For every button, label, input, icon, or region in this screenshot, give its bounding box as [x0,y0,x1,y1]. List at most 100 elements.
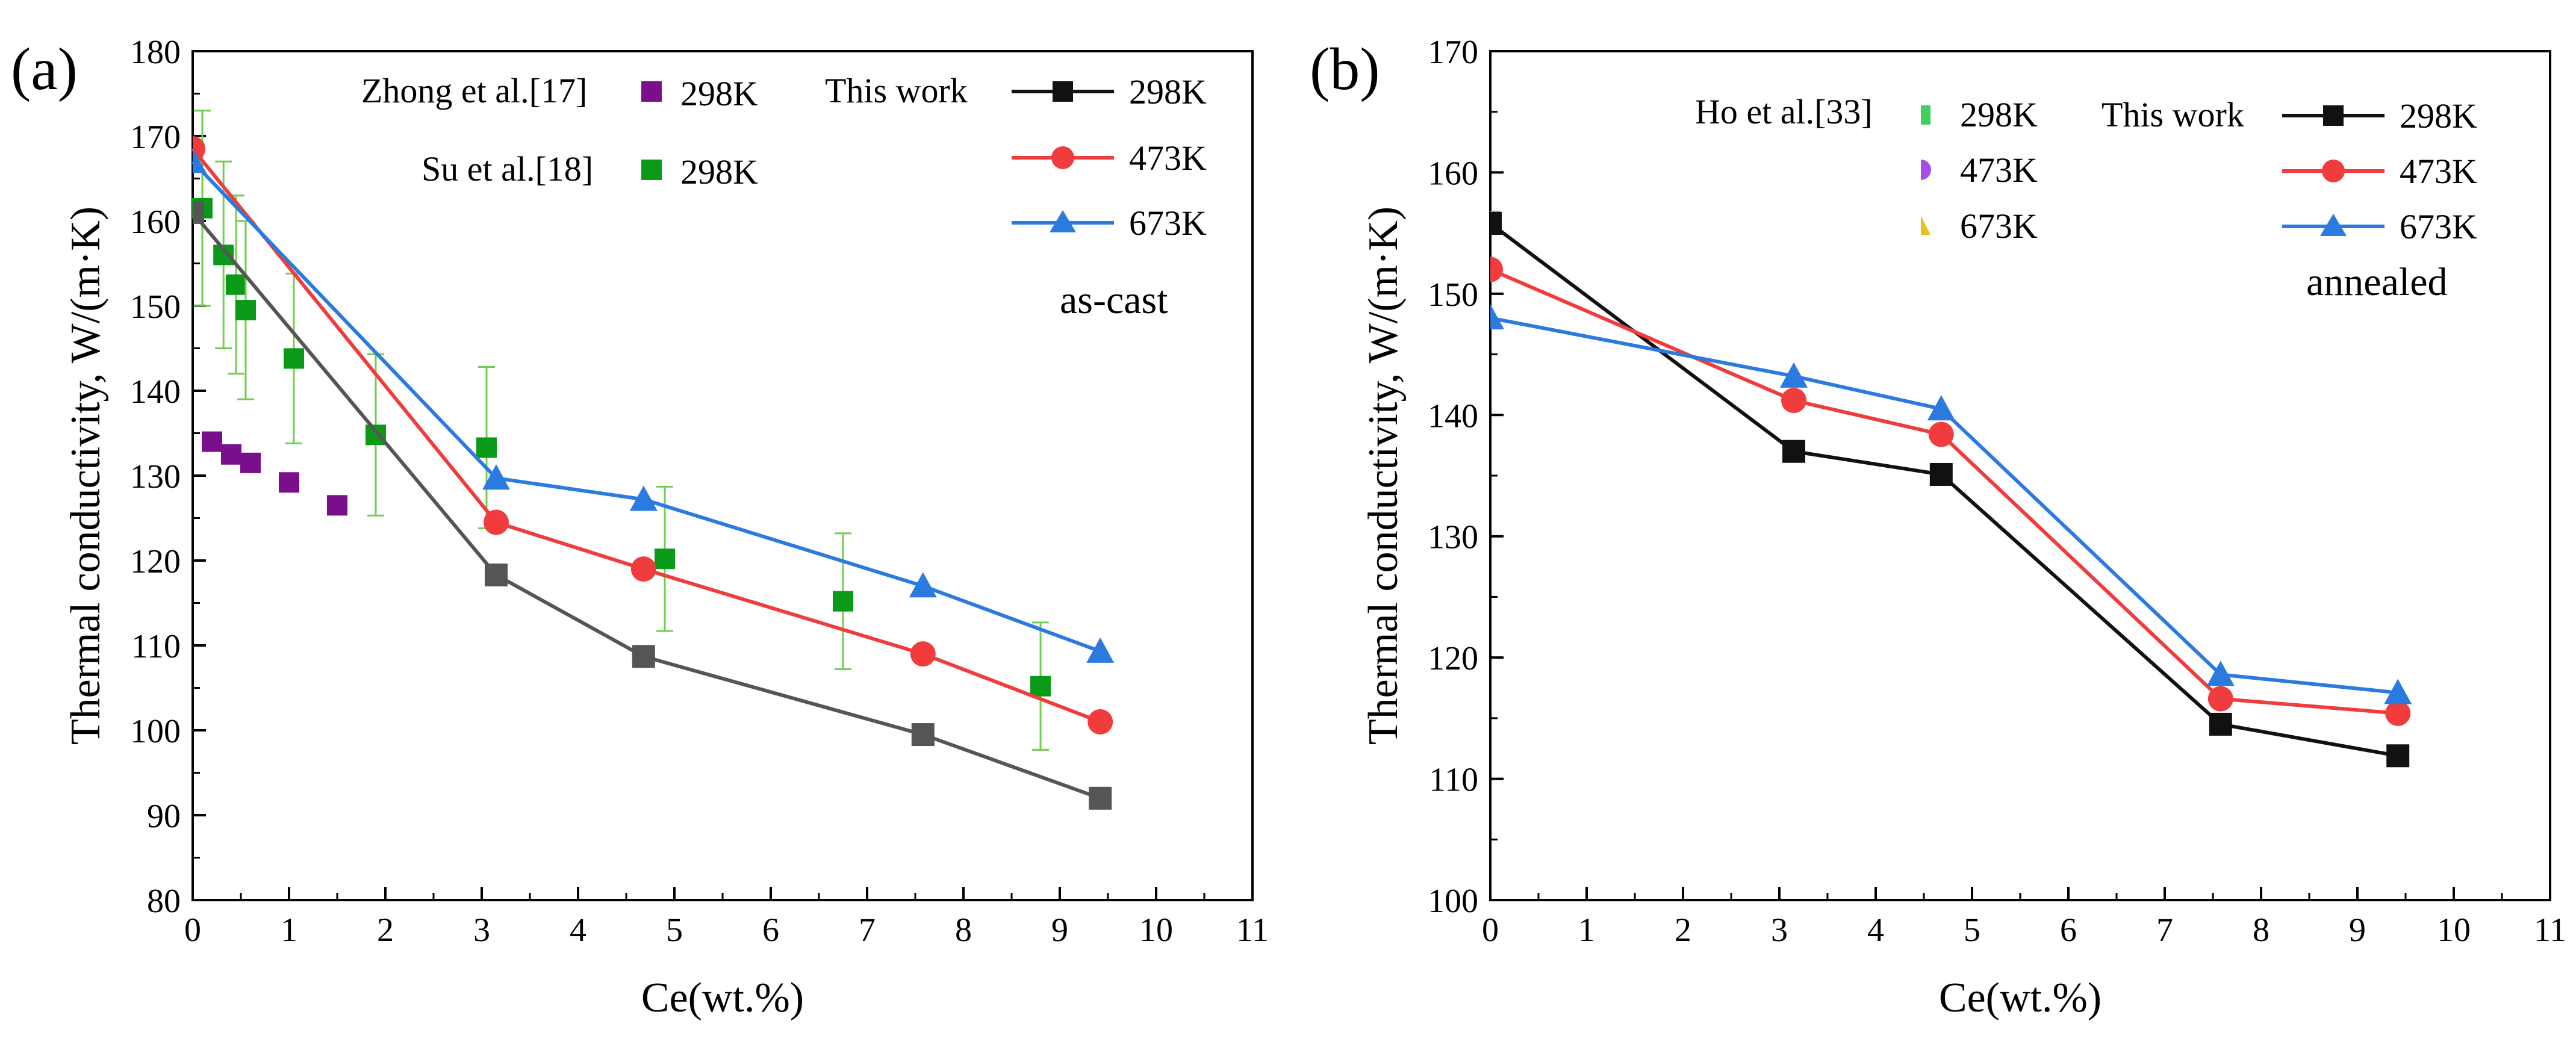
series-point-473K [1087,709,1113,735]
series-point-298K [1490,212,1502,235]
x-tick-label: 6 [2060,912,2077,949]
panel-a-xlabel: Ce(wt.%) [641,975,804,1021]
series-point-673K [1927,395,1955,421]
legend-ho-298-text: 298K [1960,95,2038,134]
series-point-673K [1086,637,1115,663]
y-tick-label: 140 [130,373,181,411]
panel-b-label: (b) [1310,36,1380,102]
y-tick-label: 130 [130,458,181,496]
series-point-473K [1781,388,1806,414]
series-line-473K [191,148,1101,724]
x-tick-label: 0 [1482,912,1499,949]
x-tick-label: 4 [570,912,586,949]
x-tick-label: 8 [955,912,972,949]
series-line-673K [1490,316,2398,695]
legend-ho-673-marker [1921,216,1930,235]
y-tick-label: 130 [1428,519,1478,556]
series-point-673K [2206,660,2235,686]
panel-b-legend: Ho et al.[33] 298K 473K 673K This work 2… [1695,92,2477,246]
series-line-298K [1489,222,2398,758]
x-tick-label: 9 [1051,912,1068,949]
series-point-473K [484,509,509,535]
series-point-673K [1780,362,1808,388]
zhong-reference-point [327,495,347,516]
series-point-673K [482,464,510,490]
legend-b-298-marker [2323,105,2344,126]
series-line-473K [1489,267,2398,715]
legend-ho-label: Ho et al.[33] [1695,92,1873,131]
legend-a-673-text: 673K [1129,203,1207,243]
y-tick-label: 150 [1428,276,1478,314]
legend-zhong-entry: 298K [680,74,758,113]
x-tick-label: 5 [666,912,683,949]
series-point-298K [1782,440,1805,463]
x-tick-label: 2 [1675,912,1691,949]
series-point-673K [909,572,937,598]
legend-this-work-label: This work [825,71,968,110]
legend-a-473-marker [1051,146,1074,169]
zhong-reference-point [221,444,241,465]
y-tick-label: 80 [147,883,181,920]
y-tick-label: 170 [1428,34,1478,71]
y-tick-label: 110 [1429,762,1478,799]
legend-ho-673-text: 673K [1960,207,2038,246]
clipped-point-group [193,200,204,224]
series-point-298K [1929,462,1953,486]
x-tick-label: 11 [2534,912,2566,949]
x-tick-label: 2 [377,912,394,949]
y-tick-label: 120 [130,543,181,580]
series-point-298K [632,645,655,668]
legend-zhong-label: Zhong et al.[17] [361,71,587,110]
y-tick-label: 110 [131,628,181,665]
panel-a-ylabel: Thermal conductivity, W/(m·K) [63,207,109,745]
x-tick-label: 10 [1139,912,1173,949]
legend-b-this-work-label: This work [2102,95,2244,134]
y-tick-label: 160 [1428,155,1478,192]
zhong-reference-point [202,431,222,452]
y-tick-label: 180 [130,34,181,71]
legend-ho-473-marker [1921,160,1931,180]
series-point-298K [911,723,935,747]
legend-b-673-marker [2320,214,2347,236]
x-tick-label: 9 [2349,912,2366,949]
y-tick-label: 140 [1428,397,1478,435]
x-tick-label: 7 [859,912,876,949]
series-point-298K [2209,712,2232,736]
y-tick-label: 120 [1428,640,1478,677]
su-reference-point [1030,676,1051,697]
x-tick-label: 1 [1578,912,1595,949]
legend-su-marker [641,160,662,180]
x-tick-label: 5 [1964,912,1980,949]
legend-su-entry: 298K [680,152,758,191]
legend-zhong-marker [641,81,662,102]
y-tick-label: 100 [1428,883,1478,920]
x-tick-label: 11 [1236,912,1269,949]
legend-b-298-text: 298K [2400,96,2477,135]
legend-a-473-text: 473K [1129,138,1207,178]
x-tick-label: 7 [2156,912,2173,949]
y-tick-label: 170 [130,119,181,156]
x-tick-label: 4 [1867,912,1884,949]
series-point-673K [629,485,658,511]
panel-b-annotation: annealed [2306,260,2448,304]
x-tick-label: 6 [762,912,779,949]
clipped-point-group [193,148,207,173]
clipped-point-group [1490,304,1504,330]
series-point-673K [2384,679,2412,704]
series-point-473K [1490,256,1503,282]
series-point-473K [2385,700,2411,726]
y-tick-label: 100 [130,713,181,750]
series-point-298K [485,563,508,586]
x-tick-label: 8 [2253,912,2270,949]
series-point-473K [910,641,936,667]
legend-su-label: Su et al.[18] [422,149,593,188]
x-tick-label: 3 [1771,912,1788,949]
x-tick-label: 1 [281,912,297,949]
series-point-673K [1490,304,1504,330]
legend-a-298-marker [1053,81,1073,102]
su-reference-point [284,348,304,369]
panel-a-annotation: as-cast [1060,278,1168,322]
clipped-point-group [1490,256,1503,282]
panel-a-label: (a) [11,36,78,102]
